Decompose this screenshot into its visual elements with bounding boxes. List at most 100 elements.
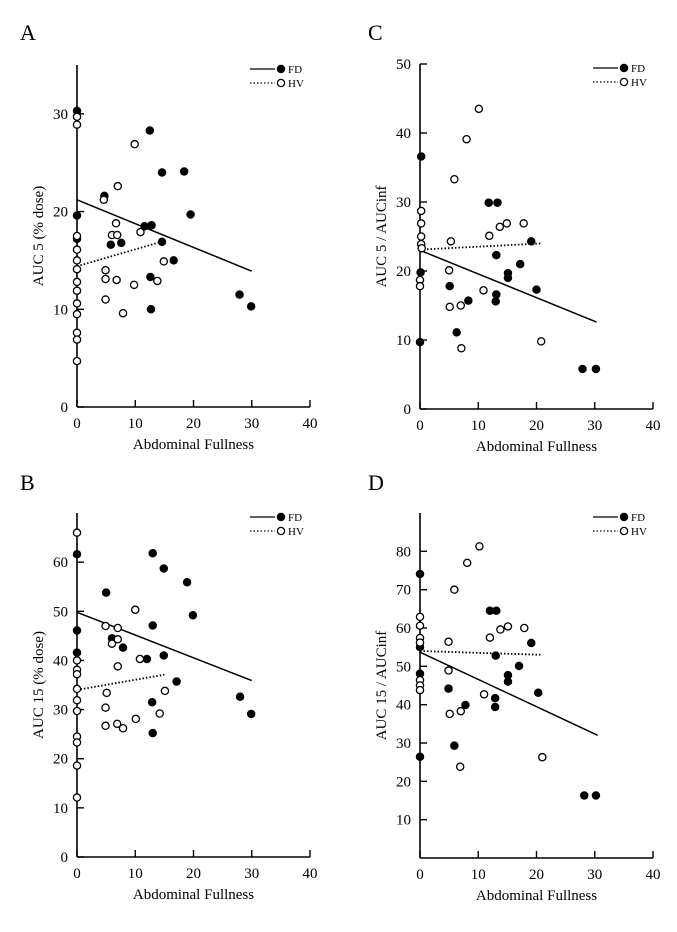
data-point-HV [415,612,425,622]
data-point-FD [142,654,152,664]
x-tick-label: 40 [646,418,661,434]
data-point-HV [72,256,82,265]
legend-marker-FD [619,63,629,73]
data-point-HV [101,265,110,275]
y-tick-label: 10 [53,302,68,318]
y-tick-label: 30 [396,195,411,211]
y-tick-label: 20 [396,264,411,280]
x-axis-label: Abdominal Fullness [133,887,254,903]
data-point-HV [112,230,122,240]
data-point-HV [72,335,82,344]
y-axis-label: AUC 15 / AUCinf [374,631,390,741]
data-point-FD [490,693,500,703]
data-point-HV [72,738,82,747]
data-point-HV [72,245,82,254]
data-point-HV [519,219,528,228]
data-point-HV [99,195,109,205]
y-tick-label: 30 [396,736,411,752]
data-point-FD [72,648,82,657]
data-point-HV [113,662,123,671]
data-point-FD [159,564,169,573]
data-point-HV [72,286,82,295]
data-point-FD [235,692,245,702]
x-tick-label: 10 [471,867,486,883]
data-point-FD [444,684,453,693]
data-point-HV [456,301,466,310]
data-point-FD [117,238,126,248]
data-point-HV [72,669,82,679]
data-point-FD [493,198,502,207]
y-axis-label: AUC 5 / AUCinf [374,185,390,287]
x-tick-label: 0 [416,418,424,434]
data-point-HV [72,231,82,241]
panel-label: B [20,470,35,495]
data-point-FD [515,259,525,269]
data-point-HV [462,134,471,144]
fit-line-HV [76,673,165,691]
data-point-FD [527,638,536,648]
fit-line-HV [419,242,543,251]
data-point-HV [113,635,123,644]
data-point-FD [503,273,513,283]
data-point-FD [591,364,601,374]
data-point-FD [159,651,169,660]
legend-label-HV: HV [288,78,304,90]
data-point-HV [101,703,110,712]
data-point-HV [485,633,495,642]
data-point-HV [130,605,140,615]
x-tick-label: 30 [587,867,602,883]
data-point-HV [107,639,117,648]
data-point-HV [72,120,82,129]
data-point-HV [415,685,425,695]
y-tick-label: 50 [53,604,68,620]
data-point-HV [538,752,547,762]
x-tick-label: 0 [73,416,81,432]
data-point-FD [148,728,157,738]
legend-marker-HV [276,78,286,88]
data-point-HV [457,344,466,353]
y-tick-label: 30 [53,107,68,123]
fit-line-HV [419,650,543,656]
data-point-HV [102,688,111,698]
y-tick-label: 0 [61,850,69,866]
data-point-FD [72,550,82,559]
data-point-HV [503,622,513,631]
legend-marker-FD [276,512,286,522]
data-point-HV [130,139,139,149]
x-tick-label: 30 [587,418,602,434]
x-axis-label: Abdominal Fullness [476,888,597,904]
data-point-FD [146,305,156,314]
data-point-FD [492,290,501,299]
data-point-FD [148,549,157,558]
y-tick-label: 20 [53,752,68,768]
legend-label-HV: HV [631,77,647,89]
data-point-FD [445,281,454,291]
data-point-FD [145,126,155,135]
data-point-FD [484,198,493,207]
data-point-HV [129,280,139,290]
data-point-HV [111,219,121,228]
data-point-FD [182,578,192,587]
data-point-HV [415,638,425,647]
data-point-HV [113,181,123,191]
data-point-FD [106,240,116,250]
legend-label-FD: FD [288,512,302,524]
data-point-FD [101,588,111,597]
data-point-HV [444,266,454,275]
data-point-FD [179,167,189,176]
data-point-HV [72,528,82,537]
data-point-HV [536,337,546,346]
data-point-FD [580,791,589,800]
data-point-HV [101,621,110,631]
data-point-FD [415,337,425,347]
x-tick-label: 40 [303,866,318,882]
data-point-HV [450,585,459,594]
data-point-HV [416,232,426,241]
x-tick-label: 0 [416,867,424,883]
data-point-FD [491,297,500,306]
y-tick-label: 50 [396,57,411,73]
data-point-HV [496,625,505,634]
y-tick-label: 0 [404,402,412,418]
data-point-HV [479,286,488,295]
data-point-FD [147,221,156,230]
